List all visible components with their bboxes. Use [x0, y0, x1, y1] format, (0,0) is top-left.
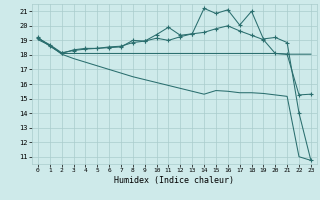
- X-axis label: Humidex (Indice chaleur): Humidex (Indice chaleur): [115, 176, 234, 185]
